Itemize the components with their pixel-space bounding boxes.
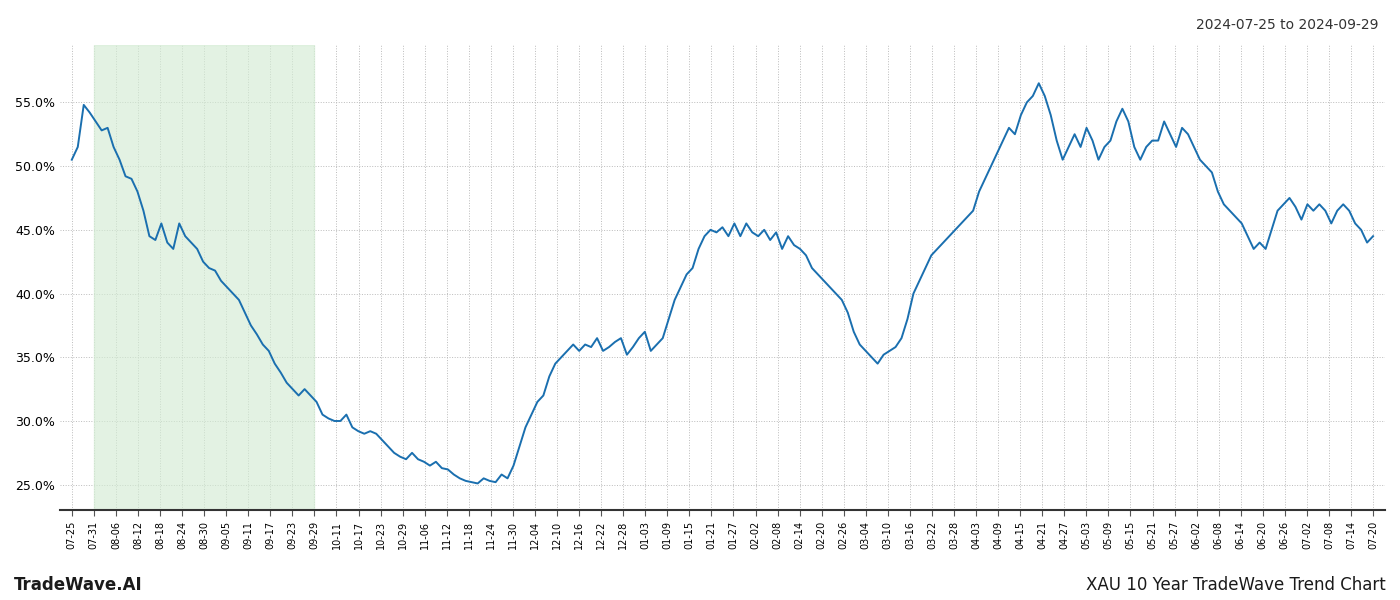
- Text: TradeWave.AI: TradeWave.AI: [14, 576, 143, 594]
- Bar: [94, 45, 315, 510]
- Text: 2024-07-25 to 2024-09-29: 2024-07-25 to 2024-09-29: [1197, 18, 1379, 32]
- Text: XAU 10 Year TradeWave Trend Chart: XAU 10 Year TradeWave Trend Chart: [1086, 576, 1386, 594]
